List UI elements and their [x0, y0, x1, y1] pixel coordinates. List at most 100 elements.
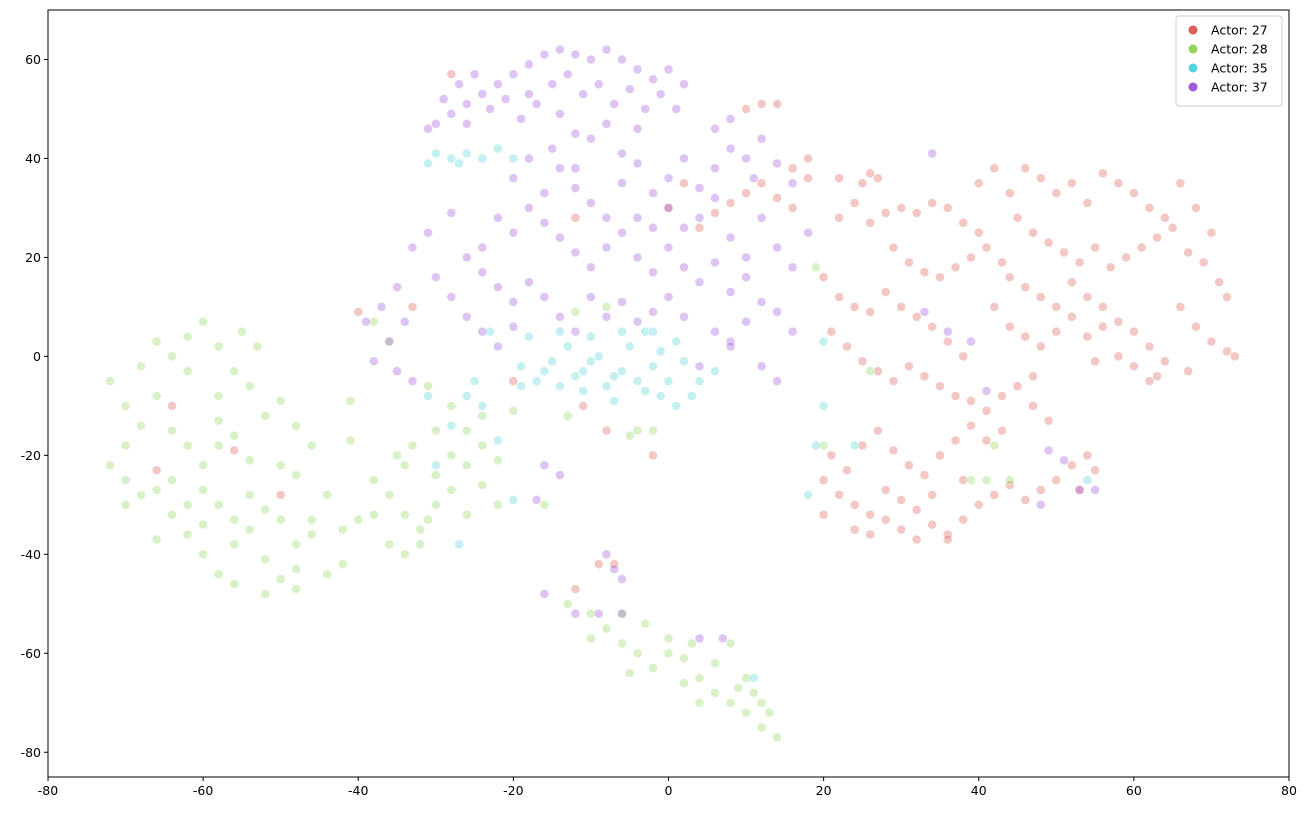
- point-0-177: [927, 490, 937, 500]
- point-0-159: [865, 168, 875, 179]
- point-0-8: [958, 218, 968, 228]
- x-tick-label-0: -80: [38, 783, 58, 798]
- point-1-45: [151, 534, 162, 545]
- point-0-140: [446, 69, 457, 80]
- plot-area: [48, 10, 1289, 777]
- point-0-124: [849, 524, 860, 535]
- point-1-87: [663, 648, 674, 659]
- point-0-2: [865, 218, 875, 228]
- point-0-60: [1167, 222, 1178, 233]
- point-0-74: [1067, 277, 1077, 287]
- point-0-132: [772, 193, 782, 203]
- legend: Actor: 27 Actor: 28 Actor: 35 Actor: 37: [1175, 15, 1283, 107]
- point-3-115: [694, 361, 705, 372]
- point-1-0: [105, 376, 115, 386]
- point-0-15: [935, 272, 945, 282]
- point-1-128: [198, 519, 208, 530]
- point-0-87: [1113, 351, 1124, 362]
- point-3-80: [617, 297, 627, 307]
- point-3-76: [555, 312, 565, 322]
- point-0-172: [981, 435, 992, 446]
- point-3-43: [601, 213, 612, 223]
- point-2-7: [454, 158, 464, 169]
- point-2-5: [508, 153, 519, 164]
- point-1-96: [694, 698, 705, 708]
- point-0-59: [1152, 232, 1162, 243]
- point-3-62: [632, 252, 643, 263]
- point-1-82: [741, 707, 751, 718]
- point-1-2: [136, 361, 146, 372]
- point-2-33: [648, 326, 658, 337]
- point-3-99: [493, 213, 503, 223]
- point-3-37: [570, 128, 581, 139]
- point-1-39: [260, 505, 270, 515]
- point-2-30: [555, 326, 565, 337]
- point-3-22: [516, 114, 526, 124]
- point-3-27: [593, 79, 604, 89]
- point-2-47: [818, 401, 829, 411]
- point-3-77: [570, 326, 581, 337]
- point-0-137: [772, 99, 782, 109]
- point-0-18: [981, 242, 992, 253]
- point-1-61: [431, 470, 441, 480]
- point-1-139: [423, 514, 433, 525]
- point-3-4: [493, 79, 503, 89]
- point-1-16: [182, 440, 193, 451]
- point-0-108: [826, 450, 837, 461]
- point-1-88: [687, 638, 697, 649]
- point-1-97: [733, 683, 744, 693]
- point-2-59: [694, 376, 705, 386]
- point-3-47: [663, 173, 674, 183]
- point-0-56: [1105, 262, 1116, 273]
- point-1-19: [229, 430, 239, 441]
- point-0-149: [679, 178, 689, 188]
- point-3-135: [617, 608, 627, 619]
- point-0-86: [1098, 321, 1108, 332]
- point-3-56: [539, 218, 550, 228]
- point-3-40: [555, 163, 565, 174]
- point-3-130: [570, 608, 581, 619]
- point-1-59: [400, 549, 410, 560]
- point-2-57: [609, 396, 619, 406]
- point-3-13: [632, 64, 643, 75]
- point-0-80: [1005, 321, 1015, 332]
- point-1-69: [446, 401, 457, 411]
- point-1-117: [345, 396, 356, 406]
- point-0-68: [1129, 326, 1139, 337]
- point-0-96: [911, 505, 922, 515]
- point-0-13: [904, 257, 914, 268]
- point-3-141: [361, 316, 371, 327]
- point-0-83: [1051, 326, 1062, 337]
- point-2-52: [710, 366, 720, 376]
- point-0-176: [958, 475, 968, 485]
- point-3-153: [710, 124, 720, 134]
- point-2-36: [446, 420, 457, 431]
- point-0-17: [966, 252, 976, 263]
- legend-box: [1175, 15, 1283, 107]
- point-3-19: [469, 69, 480, 80]
- point-1-36: [213, 500, 224, 510]
- point-1-63: [462, 425, 472, 436]
- point-0-64: [1175, 302, 1186, 312]
- point-3-52: [741, 153, 751, 164]
- point-0-23: [865, 307, 875, 317]
- point-0-148: [694, 222, 705, 233]
- point-2-27: [663, 376, 674, 386]
- point-2-53: [671, 401, 682, 411]
- point-0-4: [896, 203, 906, 213]
- point-1-102: [423, 381, 433, 391]
- point-0-91: [834, 490, 844, 500]
- point-0-139: [508, 376, 519, 386]
- point-0-115: [935, 450, 945, 461]
- point-0-114: [919, 470, 930, 480]
- point-1-132: [322, 490, 332, 500]
- point-3-31: [655, 89, 666, 99]
- point-1-55: [446, 485, 457, 495]
- point-0-119: [997, 391, 1007, 401]
- point-1-125: [136, 420, 146, 431]
- y-tick-label-2: -40: [21, 547, 41, 562]
- point-1-48: [291, 470, 301, 480]
- point-3-119: [966, 336, 976, 347]
- point-0-107: [1082, 450, 1093, 461]
- point-0-38: [950, 391, 961, 401]
